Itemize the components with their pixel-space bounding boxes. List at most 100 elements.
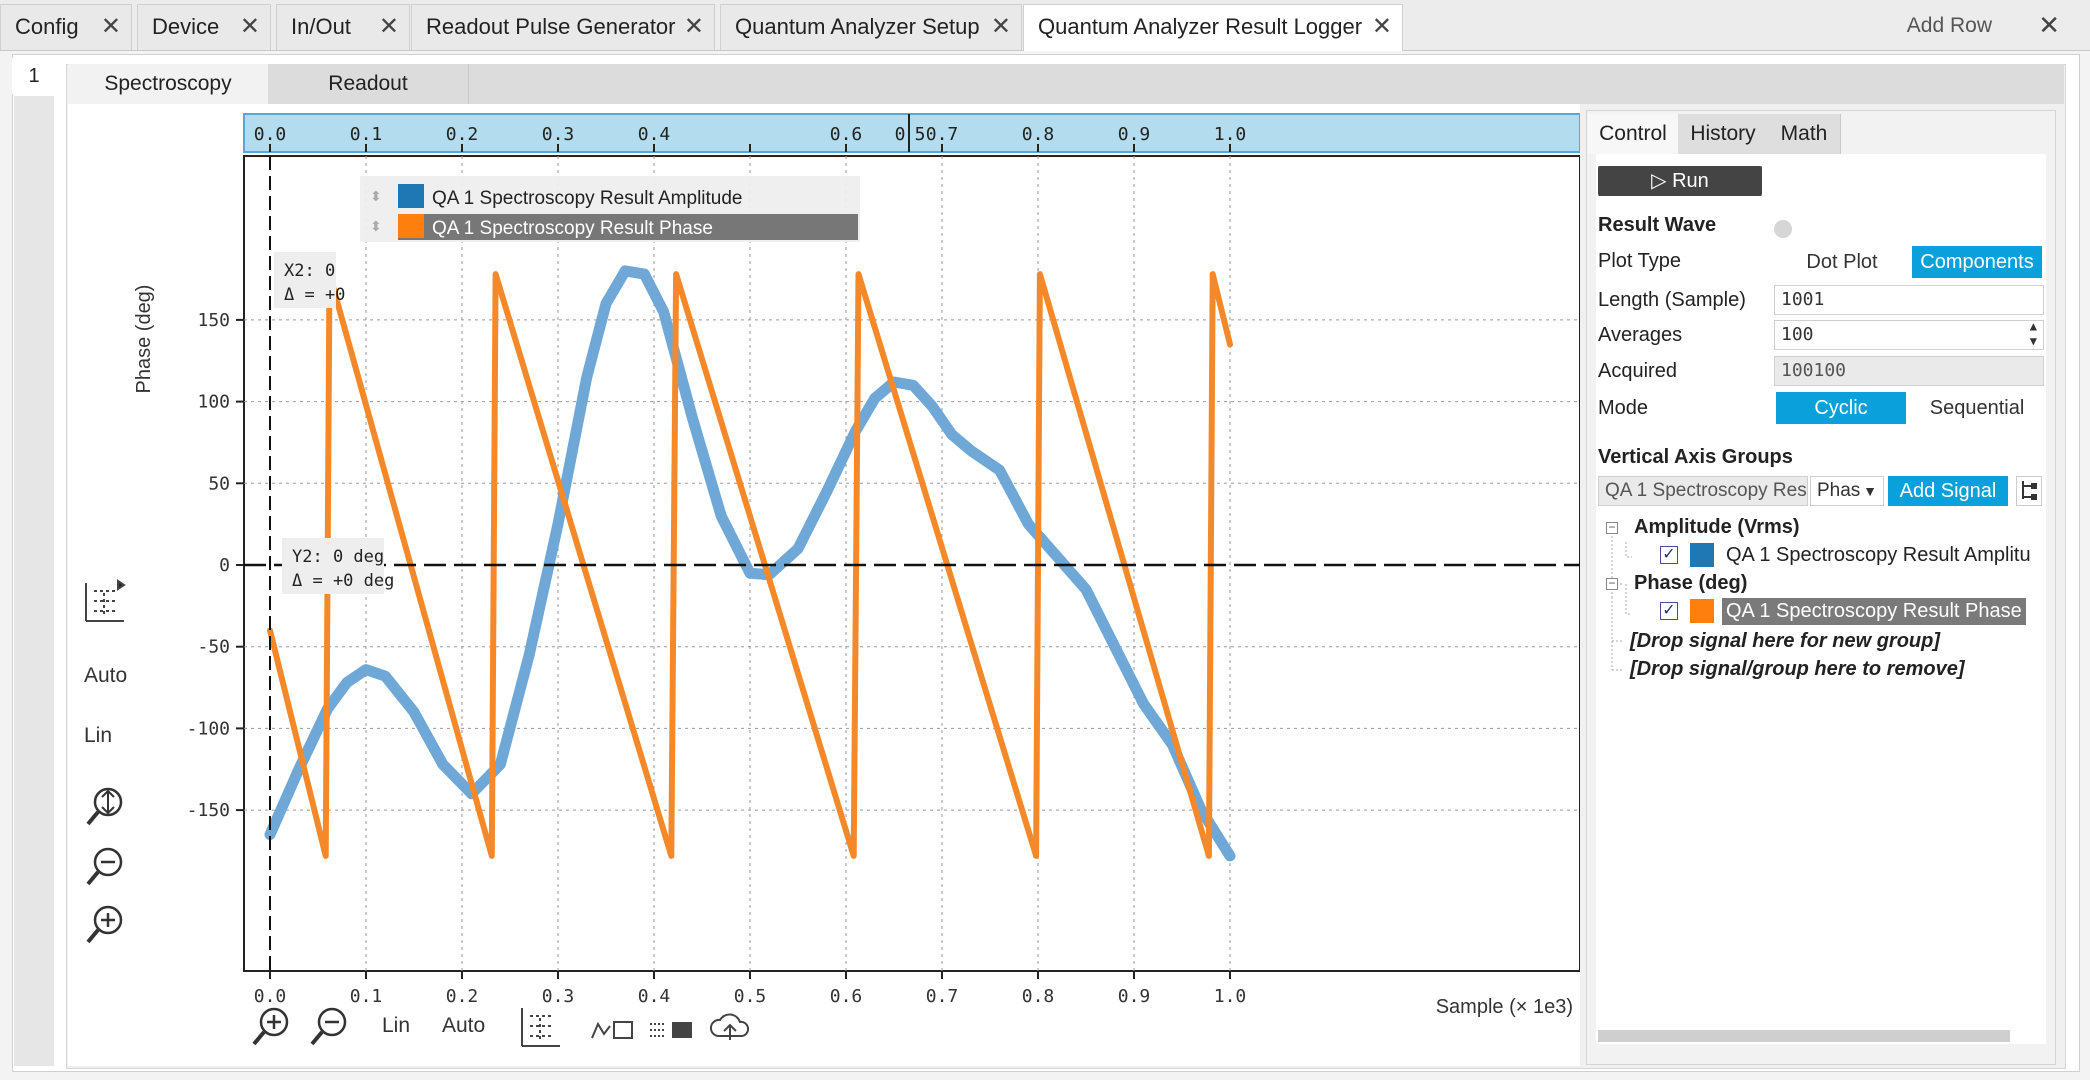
tab-readout-pulse-generator[interactable]: Readout Pulse Generator ✕ <box>411 4 715 50</box>
tab-history[interactable]: History <box>1678 114 1769 154</box>
top-tick-label: 0 <box>895 124 906 145</box>
y-scale-auto-button[interactable]: Auto <box>84 664 128 687</box>
axis-group-tree[interactable]: − Amplitude (Vrms) ✓ QA 1 Spectroscopy R… <box>1598 512 2044 1042</box>
collapse-icon[interactable]: − <box>1606 577 1618 590</box>
x-scale-lin-button[interactable]: Lin <box>382 1014 411 1037</box>
close-icon[interactable]: ✕ <box>378 13 399 40</box>
plot-type-dot-plot[interactable]: Dot Plot <box>1778 246 1906 278</box>
tab-control[interactable]: Control <box>1588 114 1679 154</box>
x-tick-label: 1.0 <box>1214 986 1247 1007</box>
signal-input[interactable]: QA 1 Spectroscopy Resu <box>1598 476 1808 506</box>
top-axis-tick-labels: 0.0 0.1 0.2 0.3 0.4 0 5 0.6 0.7 0.8 0.9 1.0 <box>254 124 1246 152</box>
spin-arrows-icon[interactable]: ▲ ▼ <box>2029 319 2037 348</box>
tab-math[interactable]: Math <box>1768 114 1841 154</box>
open-file-icon[interactable] <box>590 1014 634 1050</box>
plot-panel: 0.0 0.1 0.2 0.3 0.4 0 5 0.6 0.7 0.8 0.9 1.0 150 100 5… <box>68 104 1580 1066</box>
tab-readout[interactable]: Readout <box>268 64 469 104</box>
cursor-mode-icon[interactable] <box>518 1004 564 1056</box>
close-icon[interactable]: ✕ <box>683 13 704 40</box>
cursor-mode-icon[interactable] <box>82 579 128 631</box>
tab-label: Device <box>152 14 220 39</box>
add-signal-button[interactable]: Add Signal <box>1888 476 2008 506</box>
run-button[interactable]: ▷ Run <box>1598 166 1762 196</box>
color-swatch-phase[interactable] <box>1690 599 1714 623</box>
group-phase[interactable]: Phase (deg) <box>1634 572 1748 594</box>
legend-swatch-phase <box>398 214 424 238</box>
x-axis-label: Sample (× 1e3) <box>1436 996 1573 1018</box>
tab-spectroscopy[interactable]: Spectroscopy <box>68 64 269 104</box>
cloud-upload-icon[interactable] <box>708 1010 752 1050</box>
close-icon[interactable]: ✕ <box>2038 10 2060 40</box>
status-led-icon <box>1774 220 1792 238</box>
close-icon[interactable]: ✕ <box>1371 13 1392 40</box>
x-tick-label: 0.0 <box>254 986 287 1007</box>
y-scale-lin-button[interactable]: Lin <box>84 724 113 747</box>
tab-in-out[interactable]: In/Out ✕ <box>276 4 410 50</box>
x-tick-label: 0.8 <box>1022 986 1055 1007</box>
zoom-fit-icon[interactable] <box>84 784 128 834</box>
length-field[interactable]: 1001 <box>1774 285 2044 315</box>
tab-config[interactable]: Config ✕ <box>0 4 132 50</box>
zoom-in-icon[interactable] <box>250 1004 294 1054</box>
tab-label: In/Out <box>291 14 351 39</box>
x-tick-label: 0.7 <box>926 986 959 1007</box>
add-row-button[interactable]: Add Row <box>1906 14 1992 37</box>
legend-swatch-amplitude <box>398 184 424 208</box>
y-tick-label: -150 <box>187 800 230 821</box>
legend[interactable]: ⬍ ⬍ QA 1 Spectroscopy Result Amplitude Q… <box>360 176 860 242</box>
x-tick-label: 0.4 <box>638 986 671 1007</box>
y-cursor-value: Y2: 0 deg <box>292 547 384 567</box>
legend-entry-amplitude: QA 1 Spectroscopy Result Amplitude <box>432 188 743 209</box>
drop-new-group-target[interactable]: [Drop signal here for new group] <box>1630 630 1941 652</box>
close-icon[interactable]: ✕ <box>100 13 121 40</box>
x-tick-label: 0.5 <box>734 986 767 1007</box>
zoom-out-icon[interactable] <box>84 844 128 894</box>
close-icon[interactable]: ✕ <box>990 13 1011 40</box>
tab-quantum-analyzer-result-logger[interactable]: Quantum Analyzer Result Logger ✕ <box>1023 4 1403 51</box>
checkbox-amplitude[interactable]: ✓ <box>1660 546 1678 564</box>
group-amplitude[interactable]: Amplitude (Vrms) <box>1634 516 1800 538</box>
close-icon[interactable]: ✕ <box>239 13 260 40</box>
signal-amplitude[interactable]: QA 1 Spectroscopy Result Amplitu <box>1726 544 2031 566</box>
y-tick-label: -50 <box>197 637 230 658</box>
row-tab[interactable]: 1 <box>12 58 56 94</box>
drop-remove-target[interactable]: [Drop signal/group here to remove] <box>1630 658 1965 680</box>
x-cursor-value: X2: 0 <box>284 261 335 281</box>
color-swatch-amplitude[interactable] <box>1690 543 1714 567</box>
top-axis-band[interactable] <box>243 113 1580 153</box>
acquired-label: Acquired <box>1598 360 1677 382</box>
plot-area[interactable] <box>243 155 1580 972</box>
top-tick-label: 0.4 <box>638 124 671 145</box>
drag-handle-icon[interactable]: ⬍ <box>370 188 382 204</box>
drag-handle-icon[interactable]: ⬍ <box>370 218 382 234</box>
plot-type-components[interactable]: Components <box>1912 246 2042 278</box>
x-scale-auto-button[interactable]: Auto <box>442 1014 486 1037</box>
top-tick-label: 5 <box>915 124 926 145</box>
length-label: Length (Sample) <box>1598 289 1746 311</box>
sub-tab-bar: Spectroscopy Readout <box>68 64 2064 104</box>
zoom-in-icon[interactable] <box>84 902 128 952</box>
plot-svg[interactable]: 0.0 0.1 0.2 0.3 0.4 0 50.6 0.7 0.8 0.9 1.0 1501005… <box>68 104 1580 1066</box>
tab-quantum-analyzer-setup[interactable]: Quantum Analyzer Setup ✕ <box>720 4 1022 50</box>
signal-select[interactable]: Phas ▼ <box>1810 476 1884 506</box>
collapse-icon[interactable]: − <box>1606 521 1618 534</box>
x-axis-tick-labels: 0.0 0.1 0.2 0.3 0.4 0.5 0.6 0.7 0.8 0.9 1.0 <box>254 971 1247 1007</box>
x-cursor-readout: X2: 0 Δ = +0 <box>274 252 345 308</box>
top-tick-label: 0.9 <box>1118 124 1151 145</box>
averages-field[interactable]: 100 ▲ ▼ <box>1774 319 2044 350</box>
save-file-icon[interactable] <box>648 1014 696 1050</box>
tree-view-icon[interactable] <box>2016 476 2042 506</box>
checkbox-phase[interactable]: ✓ <box>1660 602 1678 620</box>
x-cursor-delta: Δ = +0 <box>284 285 345 305</box>
mode-sequential[interactable]: Sequential <box>1912 392 2042 424</box>
tab-label: Quantum Analyzer Result Logger <box>1038 14 1363 39</box>
tab-device[interactable]: Device ✕ <box>137 4 271 50</box>
mode-cyclic[interactable]: Cyclic <box>1776 392 1906 424</box>
main-tab-bar: Config ✕ Device ✕ In/Out ✕ Readout Pulse… <box>0 0 2090 51</box>
top-tick-label: 0.3 <box>542 124 575 145</box>
y-tick-label: 0 <box>219 555 230 576</box>
series-line-amplitude[interactable] <box>264 265 1236 862</box>
zoom-out-icon[interactable] <box>308 1004 352 1054</box>
horizontal-scrollbar[interactable] <box>1598 1030 2010 1042</box>
signal-phase[interactable]: QA 1 Spectroscopy Result Phase <box>1722 598 2026 625</box>
